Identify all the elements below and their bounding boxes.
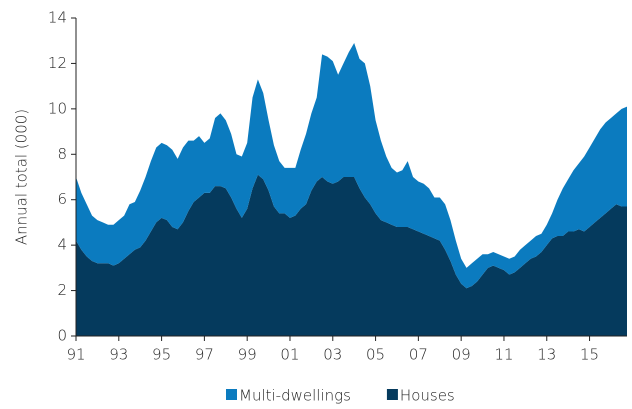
x-tick-label: 01 <box>280 346 299 364</box>
x-tick-label: 99 <box>238 346 257 364</box>
x-tick-label: 95 <box>152 346 171 364</box>
x-tick-label: 05 <box>366 346 385 364</box>
legend-label: Houses <box>400 387 455 405</box>
y-tick-label: 4 <box>57 236 67 254</box>
x-tick-label: 07 <box>409 346 428 364</box>
x-tick-label: 97 <box>195 346 214 364</box>
area <box>76 42 627 289</box>
legend-swatch <box>386 389 398 400</box>
x-tick-label: 93 <box>109 346 128 364</box>
legend-swatch <box>226 389 237 400</box>
y-tick-label: 2 <box>57 281 67 299</box>
legend-label: Multi-dwellings <box>239 387 351 405</box>
x-tick-label: 09 <box>452 346 471 364</box>
y-tick-label: 8 <box>57 145 67 163</box>
x-tick-label: 11 <box>494 346 513 364</box>
x-tick-label: 15 <box>580 346 599 364</box>
y-tick-label: 6 <box>57 190 67 208</box>
y-tick-label: 14 <box>48 9 67 27</box>
area <box>76 174 627 336</box>
y-tick-label: 0 <box>57 327 67 345</box>
y-tick-label: 12 <box>48 54 67 72</box>
x-tick-label: 91 <box>66 346 85 364</box>
x-tick-label: 13 <box>537 346 556 364</box>
y-tick-label: 10 <box>48 99 67 117</box>
x-tick-label: 03 <box>323 346 342 364</box>
y-axis-title: Annual total (000) <box>13 109 31 245</box>
